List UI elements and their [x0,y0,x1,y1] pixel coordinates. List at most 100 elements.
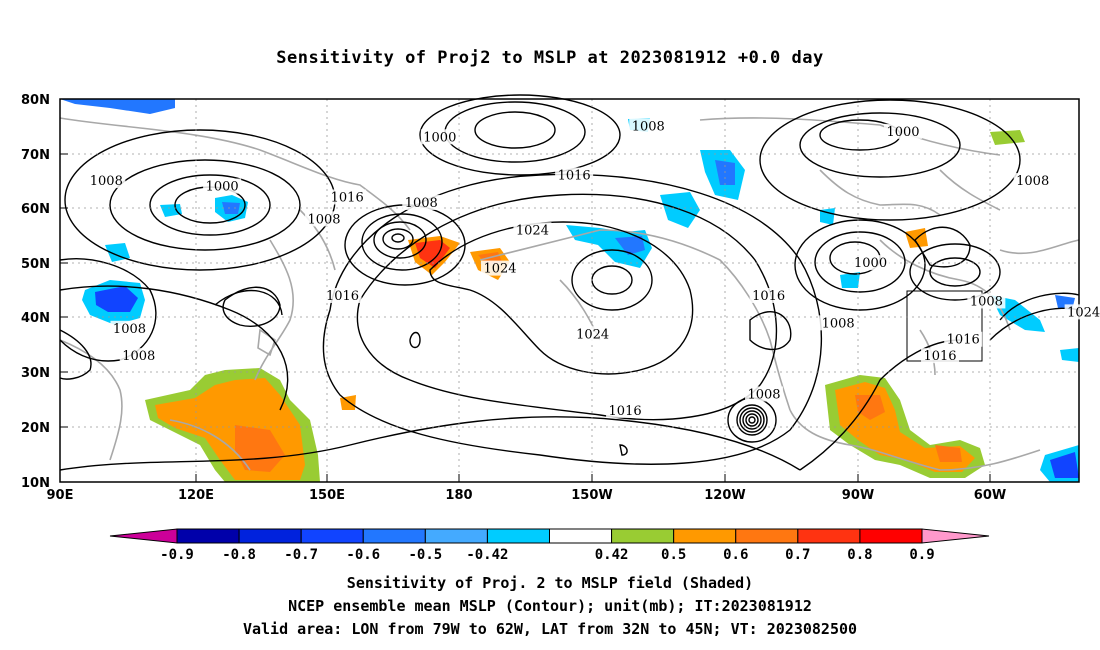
contour-label-bg [944,331,983,347]
colorbar-low-triangle [109,528,178,544]
colorbar-label: 0.6 [723,547,748,560]
contour-label-bg [967,293,1006,309]
colorbar-box [176,528,240,544]
shade-blue-asia-2 [160,204,182,217]
lon-label: 180 [445,488,472,503]
contour-label: 1008 [747,387,780,402]
colorbar-box [486,528,550,544]
contour-label: 1008 [822,316,855,331]
colorbar-label: 0.9 [909,547,934,560]
contour-label: 1008 [122,349,155,364]
contour-label: 1024 [483,262,516,277]
contour-label-bg [921,348,960,364]
contour-label: 1008 [113,322,146,337]
contour-label-bg [883,123,922,139]
contour-label-bg [745,386,784,402]
contour-label-bg [203,178,242,194]
lat-label: 20N [21,421,50,436]
contour-label: 1000 [854,256,887,271]
tick-marks [60,98,991,482]
contour-label-bg [851,255,890,271]
colorbar-label: -0.9 [160,547,194,560]
contour-label-bg [420,129,459,145]
colorbar-box [735,528,799,544]
contour-label-bg [513,222,552,238]
shade-red-wpac [235,425,285,472]
caption-line-1: Sensitivity of Proj. 2 to MSLP field (Sh… [346,574,754,592]
contour-label: 1016 [752,289,785,304]
shade-green-top-right [990,130,1025,145]
colorbar-label: -0.7 [284,547,318,560]
shade-blue-midwest [840,272,860,288]
lon-label: 120E [178,488,214,503]
colorbar-label: -0.5 [408,547,442,560]
colorbar: -0.9 -0.8 -0.7 -0.6 -0.5 -0.42 0.42 0.5 0.6 0.7 0.… [109,528,990,560]
map-border [59,98,1080,483]
lat-label: 60N [21,202,50,217]
colorbar-box [611,528,675,544]
contour-label: 1008 [405,196,438,211]
contour-label: 1016 [923,349,956,364]
contour-label-bg [1013,173,1052,189]
contour-label-bg [323,287,362,303]
shade-blue-asia-core [222,202,240,214]
mslp-contours [59,94,1080,471]
contour-label-bg [1064,304,1100,320]
shade-blue-gulf-core [615,236,645,255]
colorbar-box [549,528,613,544]
colorbar-label: 0.7 [785,547,810,560]
contour-label-bg [119,348,158,364]
lon-label: 90W [842,488,874,503]
contour-label-bg [555,167,594,183]
contour-label: 1000 [886,125,919,140]
shade-blue-right-edge [1060,348,1079,362]
lat-label: 10N [21,476,50,491]
grid-lines [60,99,1079,482]
contour-label: 1008 [307,212,340,227]
colorbar-box [859,528,923,544]
colorbar-high-triangle [921,528,990,544]
contour-label-bg [481,260,520,276]
contour-label: 1024 [516,223,549,238]
shade-blue-canada [820,208,835,225]
colorbar-labels: -0.9 -0.8 -0.7 -0.6 -0.5 -0.42 0.42 0.5 0.6 0.7 0.… [160,547,935,560]
contour-label: 1016 [609,404,642,419]
contour-label-bg [402,194,441,210]
shade-blue-gulf [566,225,652,268]
colorbar-label: -0.8 [222,547,256,560]
lat-label: 40N [21,311,50,326]
lat-label: 50N [21,257,50,272]
contour-label: 1016 [326,289,359,304]
contour-labels: 1000 1008 1000 1008 1000 1016 1008 1016 1008 1024… [87,118,1100,419]
lon-label: 90E [47,488,74,503]
contour-label-bg [573,326,612,342]
contour-label: 1000 [206,180,239,195]
lat-label: 30N [21,366,50,381]
lon-label: 150W [571,488,612,503]
contour-label-bg [629,118,668,134]
colorbar-label: 0.8 [847,547,872,560]
chart-title: Sensitivity of Proj2 to MSLP at 20230819… [276,48,824,68]
colorbar-box [424,528,488,544]
lat-labels: 80N 70N 60N 50N 40N 30N 20N 10N [21,93,50,491]
lat-label: 80N [21,93,50,108]
colorbar-box [797,528,861,544]
caption-line-2: NCEP ensemble mean MSLP (Contour); unit(… [288,597,812,615]
shade-blue-bottom-right-core [1050,452,1079,478]
lon-label: 60W [974,488,1006,503]
contour-label: 1008 [90,174,123,189]
colorbar-boxes [176,528,923,544]
lat-label: 70N [21,148,50,163]
contour-label-bg [110,320,149,336]
caption-line-3: Valid area: LON from 79W to 62W, LAT fro… [242,620,858,638]
lon-label: 120W [704,488,745,503]
contour-label: 1024 [576,327,609,342]
contour-label: 1008 [970,294,1003,309]
lon-label: 150E [309,488,345,503]
colorbar-label: -0.42 [466,547,508,560]
contour-label: 1008 [632,119,665,134]
colorbar-label: 0.5 [661,547,686,560]
contour-label: 1016 [947,333,980,348]
contour-label: 1000 [423,130,456,145]
contour-label-bg [328,189,367,205]
